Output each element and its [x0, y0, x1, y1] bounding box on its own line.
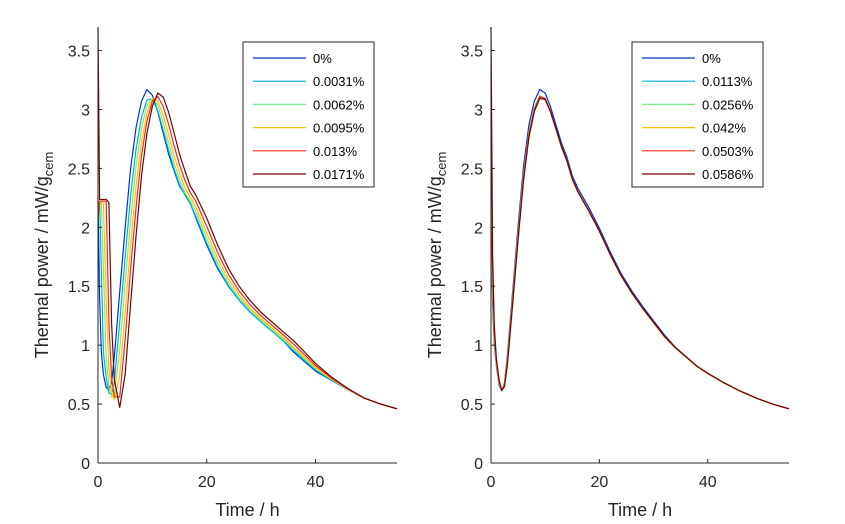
legend-item: 0.0586% — [642, 167, 754, 182]
legend-label: 0% — [702, 51, 721, 66]
legend-label: 0.0171% — [313, 167, 365, 182]
y-tick-label: 1 — [81, 338, 90, 355]
y-axis-label-subscript: cem — [41, 152, 56, 177]
legend-label: 0.0503% — [702, 144, 754, 159]
legend-item: 0.0113% — [642, 74, 753, 89]
y-tick-label: 0.5 — [68, 397, 90, 414]
y-tick-label: 3.5 — [461, 44, 483, 61]
legend-item: 0% — [642, 51, 721, 66]
legend-label: 0% — [313, 51, 332, 66]
legend-label: 0.0586% — [702, 167, 754, 182]
y-tick-label: 1.5 — [461, 279, 483, 296]
legend-item: 0.0062% — [253, 97, 365, 112]
legend-item: 0.0095% — [253, 121, 365, 136]
x-tick-label: 0 — [487, 474, 496, 491]
y-axis-label-main: Thermal power / mW/g — [425, 176, 445, 358]
y-tick-label: 3.5 — [68, 44, 90, 61]
x-tick-label: 20 — [198, 474, 216, 491]
legend: 0% 0.0113% 0.0256% 0.042% 0.0503% 0.0586% — [631, 41, 764, 188]
legend-item: 0.0171% — [253, 167, 365, 182]
y-axis-label-subscript: cem — [434, 152, 449, 177]
series-line-0-013- — [97, 95, 398, 410]
series-line-0-0095- — [97, 98, 398, 410]
series-line-0- — [97, 88, 398, 410]
y-axis-label: Thermal power / mW/gcem — [425, 152, 449, 359]
legend-item: 0.0031% — [253, 74, 365, 89]
x-tick-label: 40 — [699, 474, 717, 491]
y-tick-label: 0 — [81, 456, 90, 473]
legend-box — [242, 41, 375, 188]
y-axis-label: Thermal power / mW/gcem — [32, 152, 56, 359]
series-line-0-0062- — [97, 97, 398, 410]
right-chart-panel: 0 20 40 0 0.5 1 1.5 2 2.5 3 3.5 Time / h Thermal pow… — [425, 26, 790, 520]
y-tick-label: 3 — [474, 102, 483, 119]
x-tick-label: 20 — [590, 474, 608, 491]
series-line-0-0031- — [97, 98, 398, 410]
legend-item: 0% — [253, 51, 332, 66]
legend-label: 0.0062% — [313, 97, 365, 112]
legend-item: 0.013% — [253, 144, 358, 159]
y-tick-label: 0 — [474, 456, 483, 473]
legend-item: 0.0503% — [642, 144, 754, 159]
legend-label: 0.042% — [702, 121, 747, 136]
legend-label: 0.0095% — [313, 121, 365, 136]
legend: 0% 0.0031% 0.0062% 0.0095% 0.013% 0.0171% — [242, 41, 375, 188]
x-tick-label: 0 — [94, 474, 103, 491]
legend-item: 0.042% — [642, 121, 747, 136]
x-tick-label: 40 — [307, 474, 325, 491]
x-axis-label: Time / h — [608, 500, 672, 520]
y-tick-label: 1.5 — [68, 279, 90, 296]
y-tick-label: 2 — [474, 220, 483, 237]
y-tick-label: 1 — [474, 338, 483, 355]
series-line-0-0171- — [97, 26, 398, 410]
y-axis-label-main: Thermal power / mW/g — [32, 176, 52, 358]
series-line-0-0586- — [490, 26, 790, 410]
x-axis-label: Time / h — [215, 500, 279, 520]
legend-box — [631, 41, 764, 188]
y-tick-label: 2.5 — [68, 161, 90, 178]
series-lines — [490, 26, 790, 410]
legend-label: 0.0031% — [313, 74, 365, 89]
y-tick-label: 3 — [81, 102, 90, 119]
legend-label: 0.013% — [313, 144, 358, 159]
legend-label: 0.0113% — [702, 74, 753, 89]
legend-item: 0.0256% — [642, 97, 754, 112]
series-lines — [97, 26, 398, 410]
y-tick-label: 2 — [81, 220, 90, 237]
left-chart-panel: 0 20 40 0 0.5 1 1.5 2 2.5 3 3.5 Time / h Thermal pow… — [32, 26, 398, 520]
legend-label: 0.0256% — [702, 97, 754, 112]
y-tick-label: 2.5 — [461, 161, 483, 178]
y-tick-label: 0.5 — [461, 397, 483, 414]
